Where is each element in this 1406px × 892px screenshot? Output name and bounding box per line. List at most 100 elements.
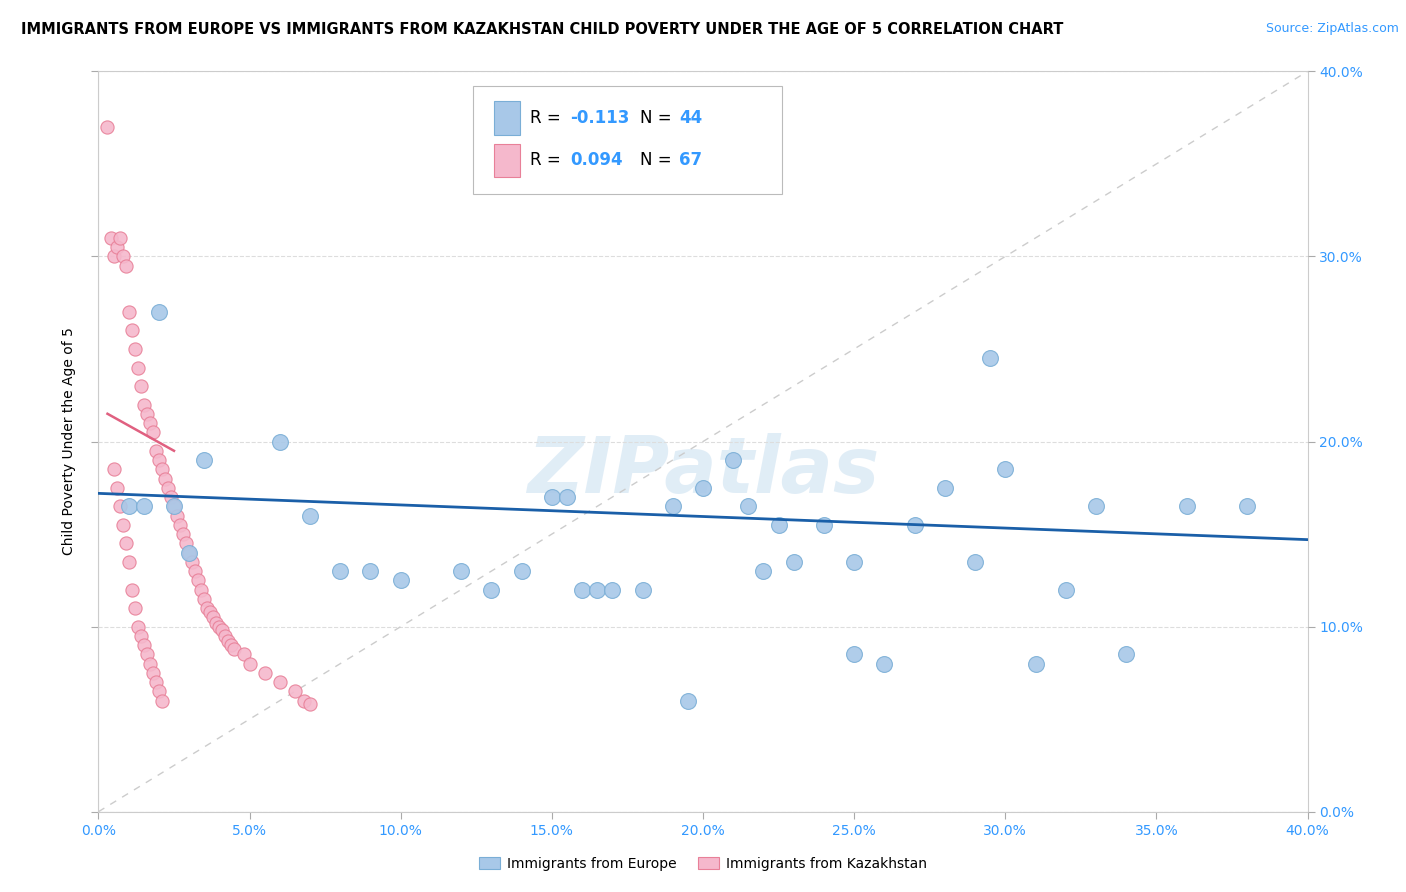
Point	[211, 624, 233, 638]
Point	[360, 564, 382, 578]
Point	[135, 648, 157, 662]
Point	[121, 324, 143, 338]
Text: Source: ZipAtlas.com: Source: ZipAtlas.com	[1265, 22, 1399, 36]
Point	[139, 416, 162, 430]
Point	[232, 648, 254, 662]
Point	[661, 500, 683, 514]
Point	[510, 564, 533, 578]
Point	[121, 582, 143, 597]
Point	[193, 591, 215, 606]
Point	[783, 555, 806, 569]
Point	[127, 619, 149, 633]
Point	[299, 508, 322, 523]
Point	[224, 641, 246, 656]
Point	[169, 517, 191, 532]
FancyBboxPatch shape	[494, 144, 520, 177]
Point	[118, 500, 141, 514]
Point	[202, 610, 225, 624]
Point	[555, 490, 578, 504]
Point	[132, 398, 155, 412]
Point	[179, 545, 201, 560]
Point	[127, 360, 149, 375]
Point	[692, 481, 714, 495]
Point	[571, 582, 593, 597]
Point	[114, 536, 136, 550]
Point	[934, 481, 956, 495]
Point	[172, 527, 194, 541]
Point	[873, 657, 896, 671]
Point	[540, 490, 562, 504]
Text: IMMIGRANTS FROM EUROPE VS IMMIGRANTS FROM KAZAKHSTAN CHILD POVERTY UNDER THE AGE: IMMIGRANTS FROM EUROPE VS IMMIGRANTS FRO…	[21, 22, 1063, 37]
Text: 67: 67	[679, 152, 702, 169]
Point	[904, 517, 927, 532]
Point	[103, 462, 125, 476]
Point	[284, 684, 307, 698]
Point	[389, 574, 412, 588]
Point	[965, 555, 987, 569]
Text: 44: 44	[679, 109, 702, 127]
Point	[187, 574, 209, 588]
Text: N =: N =	[640, 152, 678, 169]
Point	[813, 517, 835, 532]
Point	[118, 305, 141, 319]
Text: ZIPatlas: ZIPatlas	[527, 434, 879, 509]
Point	[1115, 648, 1137, 662]
Point	[1175, 500, 1198, 514]
Point	[108, 231, 131, 245]
Point	[96, 120, 118, 134]
Point	[148, 684, 170, 698]
Point	[208, 619, 231, 633]
Point	[124, 601, 146, 615]
Point	[450, 564, 472, 578]
Point	[129, 379, 152, 393]
FancyBboxPatch shape	[494, 102, 520, 135]
Point	[111, 250, 134, 264]
Text: N =: N =	[640, 109, 678, 127]
Point	[221, 638, 243, 652]
Y-axis label: Child Poverty Under the Age of 5: Child Poverty Under the Age of 5	[62, 327, 76, 556]
Point	[752, 564, 775, 578]
Point	[205, 615, 228, 630]
Point	[132, 500, 155, 514]
Point	[145, 675, 167, 690]
Text: 0.094: 0.094	[569, 152, 623, 169]
Point	[269, 434, 291, 449]
Point	[586, 582, 609, 597]
Point	[979, 351, 1001, 366]
Point	[200, 605, 222, 619]
Point	[631, 582, 654, 597]
Point	[118, 555, 141, 569]
Point	[1236, 500, 1258, 514]
Point	[108, 500, 131, 514]
Point	[135, 407, 157, 421]
Point	[103, 250, 125, 264]
Point	[602, 582, 624, 597]
Point	[142, 425, 165, 440]
Point	[193, 453, 215, 467]
Point	[214, 629, 236, 643]
Text: R =: R =	[530, 152, 567, 169]
Point	[269, 675, 291, 690]
Point	[153, 472, 176, 486]
Point	[142, 665, 165, 680]
Legend: Immigrants from Europe, Immigrants from Kazakhstan: Immigrants from Europe, Immigrants from …	[474, 851, 932, 876]
Point	[217, 634, 239, 648]
Point	[481, 582, 503, 597]
FancyBboxPatch shape	[474, 87, 782, 194]
Point	[166, 508, 188, 523]
Point	[190, 582, 212, 597]
Point	[163, 500, 186, 514]
Point	[148, 453, 170, 467]
Point	[129, 629, 152, 643]
Point	[299, 698, 322, 712]
Point	[150, 694, 173, 708]
Point	[148, 305, 170, 319]
Point	[737, 500, 759, 514]
Point	[174, 536, 197, 550]
Point	[723, 453, 745, 467]
Point	[145, 443, 167, 458]
Point	[994, 462, 1017, 476]
Point	[150, 462, 173, 476]
Point	[676, 694, 699, 708]
Point	[114, 259, 136, 273]
